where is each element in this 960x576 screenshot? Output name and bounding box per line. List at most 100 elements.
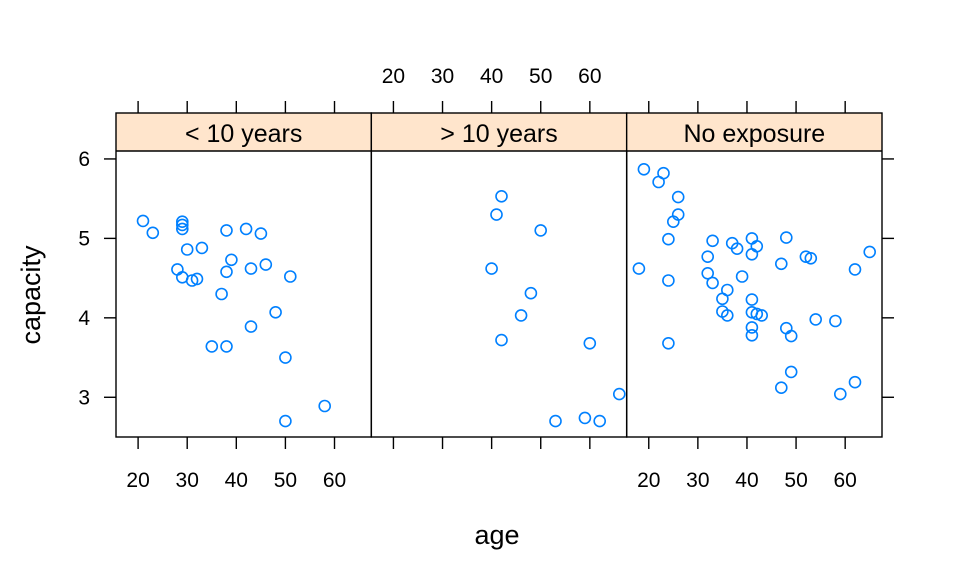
data-point <box>318 399 332 413</box>
strip-label: No exposure <box>683 120 825 148</box>
data-point <box>485 262 498 275</box>
data-point <box>750 240 764 253</box>
x-tick-label-bottom: 50 <box>784 469 807 492</box>
data-point <box>720 309 734 322</box>
y-tick-label: 6 <box>78 148 90 171</box>
panel-border <box>625 112 883 438</box>
x-tick-label-bottom: 30 <box>176 469 199 492</box>
data-point <box>269 305 282 319</box>
data-point <box>171 263 184 276</box>
data-point <box>239 222 253 236</box>
data-point <box>774 257 788 271</box>
data-point <box>176 215 189 228</box>
data-point <box>176 218 189 232</box>
data-point <box>671 208 685 221</box>
y-tick-label: 3 <box>78 386 90 409</box>
data-point <box>279 414 292 428</box>
data-point <box>244 320 258 333</box>
data-point <box>745 321 759 334</box>
data-point <box>745 293 759 306</box>
ticks-layer: 20 30 40 50 60 20 30 40 50 60 20 30 40 50 60 3 4 5 6 <box>78 65 894 492</box>
data-point <box>632 262 646 275</box>
data-point <box>195 241 209 255</box>
data-point <box>220 340 233 353</box>
strip-label: < 10 years <box>185 120 302 148</box>
data-point <box>671 190 685 204</box>
data-point <box>701 250 715 264</box>
data-point <box>244 262 258 275</box>
data-point <box>593 414 607 428</box>
data-point <box>755 309 769 322</box>
data-point <box>254 227 268 240</box>
panels-layer: < 10 years > 10 years No exposure <box>115 112 883 438</box>
data-point <box>578 411 592 425</box>
data-point <box>495 190 508 203</box>
data-point <box>190 272 204 286</box>
strip-label: > 10 years <box>440 120 557 148</box>
panel-border <box>115 112 373 438</box>
strip-background <box>626 113 882 151</box>
data-point <box>774 381 788 395</box>
data-point <box>745 248 759 261</box>
data-point <box>720 283 734 297</box>
data-point <box>706 276 719 290</box>
data-point <box>784 329 798 343</box>
data-point <box>549 414 562 428</box>
panel-2: > 10 years <box>370 112 628 438</box>
x-tick-label-top: 50 <box>529 65 552 88</box>
data-point <box>176 222 189 236</box>
data-point <box>583 336 597 350</box>
data-point <box>804 251 818 265</box>
data-point <box>745 232 759 245</box>
x-tick-label-top: 30 <box>431 65 454 88</box>
data-point <box>259 258 273 271</box>
data-point <box>490 208 503 221</box>
data-point <box>863 245 877 259</box>
data-point <box>784 365 798 379</box>
data-point <box>848 263 862 276</box>
data-point <box>283 270 297 283</box>
x-tick-label-bottom: 30 <box>686 469 709 492</box>
data-point <box>136 214 150 228</box>
data-point <box>848 375 862 389</box>
data-point <box>735 270 749 283</box>
data-point <box>662 336 675 350</box>
x-tick-label-bottom: 50 <box>274 469 297 492</box>
data-point <box>706 234 719 248</box>
data-point <box>750 307 764 321</box>
data-point <box>701 266 715 280</box>
data-point <box>809 313 823 326</box>
data-point <box>829 314 842 328</box>
x-tick-label-top: 60 <box>578 65 601 88</box>
data-point <box>524 286 538 300</box>
data-point <box>205 340 219 353</box>
x-tick-label-bottom: 20 <box>637 469 660 492</box>
panel-3: No exposure <box>625 112 883 438</box>
data-point <box>779 321 793 335</box>
data-point <box>612 387 626 401</box>
data-point <box>495 333 508 347</box>
y-tick-label: 5 <box>78 227 90 250</box>
data-point <box>146 226 160 240</box>
data-point <box>637 163 651 176</box>
x-tick-label-bottom: 40 <box>225 469 248 492</box>
strip-background <box>371 113 627 151</box>
data-point <box>220 265 233 279</box>
x-axis-title: age <box>474 520 519 550</box>
x-tick-label-top: 40 <box>480 65 503 88</box>
y-tick-label: 4 <box>78 307 90 330</box>
data-point <box>662 274 675 287</box>
data-point <box>730 242 744 255</box>
panel-border <box>370 112 628 438</box>
data-point <box>514 309 528 322</box>
data-point <box>833 387 847 401</box>
data-point <box>534 224 548 237</box>
data-point <box>220 224 233 237</box>
data-point <box>180 243 194 256</box>
x-tick-label-bottom: 40 <box>735 469 758 492</box>
data-point <box>225 253 238 267</box>
x-tick-label-bottom: 60 <box>833 469 856 492</box>
data-point <box>745 328 759 342</box>
x-tick-label-top: 20 <box>382 65 405 88</box>
